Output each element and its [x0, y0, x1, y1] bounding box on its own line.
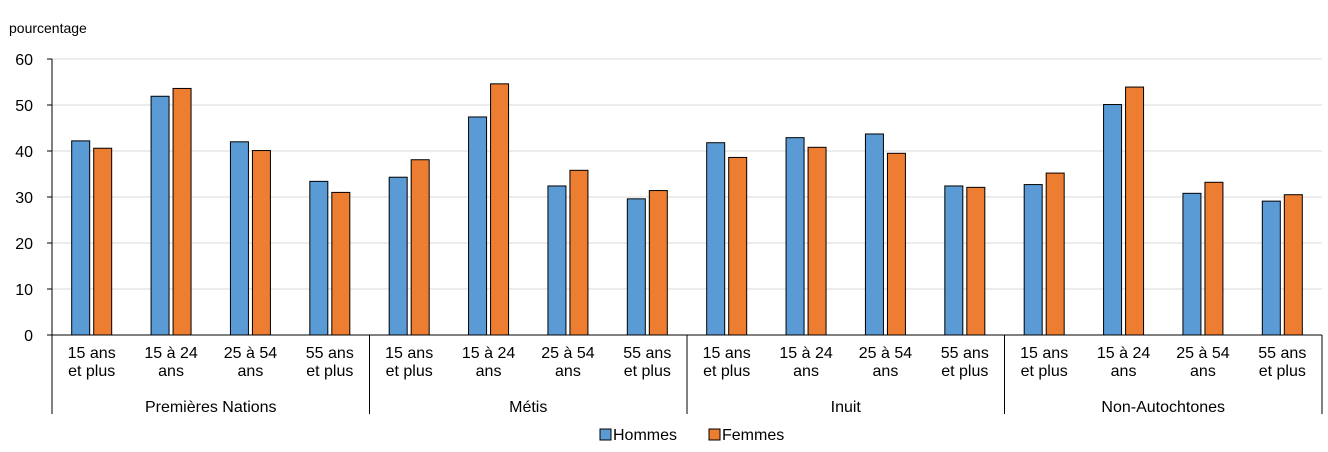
category-label: et plus [386, 363, 433, 380]
bar-femmes-1 [172, 87, 192, 336]
bar-hommes-3 [309, 180, 329, 336]
bar-femmes-9 [807, 146, 827, 336]
y-tick-label: 30 [15, 190, 33, 207]
bar-femmes-0 [93, 147, 113, 336]
group-label: Non-Autochtones [1101, 399, 1225, 416]
bar-hommes-0 [71, 140, 91, 336]
bar-hommes-13 [1103, 104, 1123, 336]
bar-hommes-10 [864, 133, 884, 336]
bar-hommes-12 [1023, 184, 1043, 336]
bar-hommes-4 [388, 176, 408, 336]
category-label: 25 à 54 [541, 345, 594, 362]
category-label: ans [873, 363, 899, 380]
bar-femmes-15 [1283, 194, 1303, 336]
bar-hommes-15 [1261, 200, 1281, 336]
bar-hommes-5 [468, 116, 488, 336]
category-label: 55 ans [1258, 345, 1306, 362]
category-label: 15 ans [385, 345, 433, 362]
category-label: 15 à 24 [779, 345, 832, 362]
category-label: et plus [703, 363, 750, 380]
group-label: Métis [509, 399, 547, 416]
legend-swatch-femmes [708, 428, 721, 441]
category-label: 15 à 24 [144, 345, 197, 362]
category-label: 55 ans [623, 345, 671, 362]
y-axis-label: pourcentage [9, 20, 87, 36]
bar-femmes-7 [648, 190, 668, 336]
category-label: et plus [306, 363, 353, 380]
category-label: et plus [1259, 363, 1306, 380]
bar-hommes-7 [626, 198, 646, 336]
category-label: 15 ans [68, 345, 116, 362]
legend-label-hommes: Hommes [613, 427, 677, 444]
bar-hommes-9 [785, 137, 805, 336]
bar-femmes-8 [728, 156, 748, 336]
bar-femmes-12 [1045, 172, 1065, 336]
bar-femmes-2 [251, 150, 271, 336]
category-label: et plus [68, 363, 115, 380]
axes [47, 58, 1323, 414]
category-label: 55 ans [941, 345, 989, 362]
category-label: et plus [941, 363, 988, 380]
category-label: et plus [1021, 363, 1068, 380]
bar-femmes-10 [886, 152, 906, 336]
group-label: Inuit [831, 399, 862, 416]
y-axis-ticks: 0 10 20 30 40 50 60 [15, 52, 33, 345]
bar-femmes-14 [1204, 181, 1224, 336]
y-tick-label: 50 [15, 98, 33, 115]
bar-femmes-13 [1125, 86, 1145, 336]
bar-hommes-11 [944, 185, 964, 336]
bar-femmes-5 [490, 83, 510, 336]
category-label: 25 à 54 [859, 345, 912, 362]
y-tick-label: 60 [15, 52, 33, 69]
legend: Hommes Femmes [599, 427, 784, 444]
category-label: ans [793, 363, 819, 380]
category-label: 25 à 54 [224, 345, 277, 362]
y-tick-label: 20 [15, 236, 33, 253]
category-label: 15 ans [703, 345, 751, 362]
category-label: et plus [624, 363, 671, 380]
bar-femmes-11 [966, 186, 986, 336]
legend-swatch-hommes [599, 428, 612, 441]
y-tick-label: 10 [15, 282, 33, 299]
y-tick-label: 0 [24, 328, 33, 345]
bar-hommes-6 [547, 185, 567, 336]
category-label: ans [1111, 363, 1137, 380]
category-label: 55 ans [306, 345, 354, 362]
bars [71, 83, 1303, 336]
group-label: Premières Nations [145, 399, 277, 416]
category-label: ans [238, 363, 264, 380]
category-label: ans [1190, 363, 1216, 380]
bar-hommes-14 [1182, 192, 1202, 336]
bar-femmes-6 [569, 169, 589, 336]
bar-hommes-1 [150, 95, 170, 336]
bar-femmes-4 [410, 159, 430, 336]
category-label: 15 à 24 [462, 345, 515, 362]
bar-femmes-3 [331, 191, 351, 336]
category-label: 15 à 24 [1097, 345, 1150, 362]
category-label: ans [158, 363, 184, 380]
bar-hommes-2 [229, 141, 249, 336]
category-label: ans [555, 363, 581, 380]
legend-label-femmes: Femmes [722, 427, 784, 444]
bar-hommes-8 [706, 142, 726, 336]
y-tick-label: 40 [15, 144, 33, 161]
category-label: 25 à 54 [1176, 345, 1229, 362]
category-label: ans [476, 363, 502, 380]
category-label: 15 ans [1020, 345, 1068, 362]
